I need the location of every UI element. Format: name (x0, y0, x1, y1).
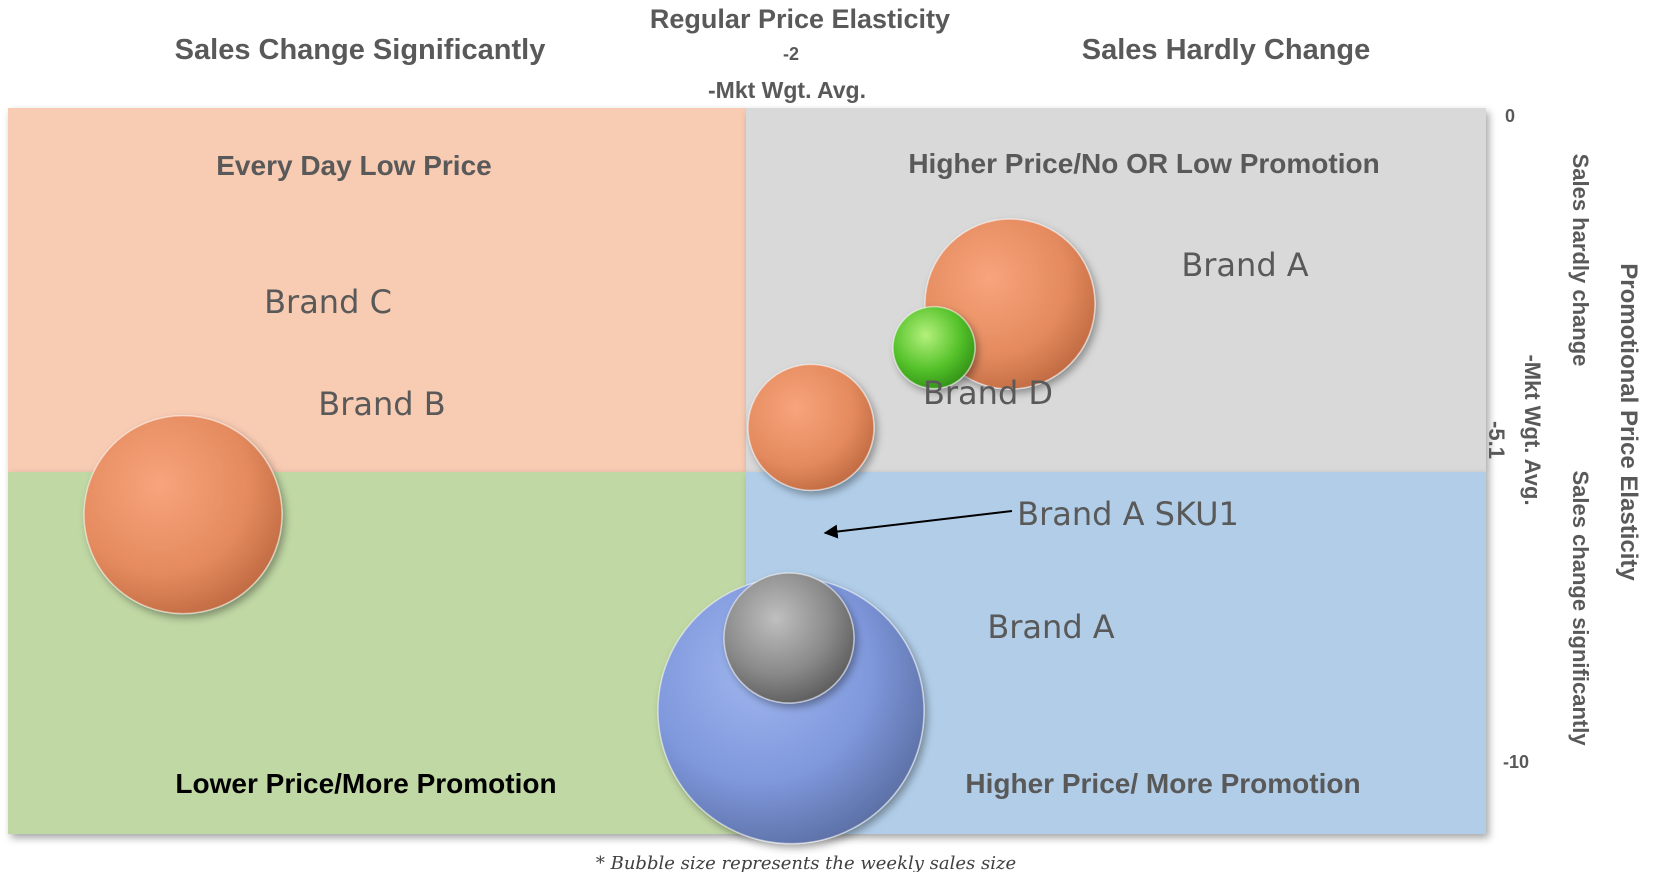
y-bottom-label: Sales change significantly (1568, 470, 1593, 746)
brand-label-d: Brand D (923, 374, 1053, 412)
brand-label-a-top: Brand A (1181, 246, 1308, 284)
quadrant-top-left (8, 108, 746, 472)
brand-label-a-sku1: Brand A SKU1 (1017, 495, 1239, 533)
y-reference-label: -Mkt Wgt. Avg. (1520, 354, 1545, 505)
quadrant-label-bottom-right: Higher Price/ More Promotion (965, 768, 1360, 799)
y-tick-0: 0 (1505, 106, 1515, 126)
y-top-label: Sales hardly change (1568, 154, 1593, 367)
sku1-pointer-arrow (823, 510, 1013, 539)
bubble-brand-b (83, 414, 283, 615)
bubble-brand-d (747, 363, 875, 492)
bubble-layer (83, 218, 1096, 845)
y-tick-minus-10: -10 (1503, 752, 1529, 772)
bubble-green (892, 305, 976, 390)
quadrant-label-top-left: Every Day Low Price (216, 150, 491, 181)
brand-label-c: Brand C (264, 283, 392, 321)
x-reference-value: -2 (783, 44, 799, 64)
y-tick-reference: -5.1 (1484, 421, 1509, 459)
footnote: * Bubble size represents the weekly sale… (596, 853, 1016, 872)
quadrant-label-top-right: Higher Price/No OR Low Promotion (908, 148, 1379, 179)
x-axis-title: Regular Price Elasticity (650, 4, 950, 34)
y-axis-title: Promotional Price Elasticity (1615, 263, 1642, 581)
x-right-label: Sales Hardly Change (1082, 34, 1371, 66)
x-reference-label: -Mkt Wgt. Avg. (708, 77, 866, 103)
bubble-brand-a-sku1 (723, 572, 855, 704)
x-left-label: Sales Change Significantly (175, 34, 546, 66)
quadrant-label-bottom-left: Lower Price/More Promotion (175, 768, 556, 799)
brand-label-a-bottom: Brand A (987, 608, 1114, 646)
brand-label-b: Brand B (318, 385, 445, 423)
